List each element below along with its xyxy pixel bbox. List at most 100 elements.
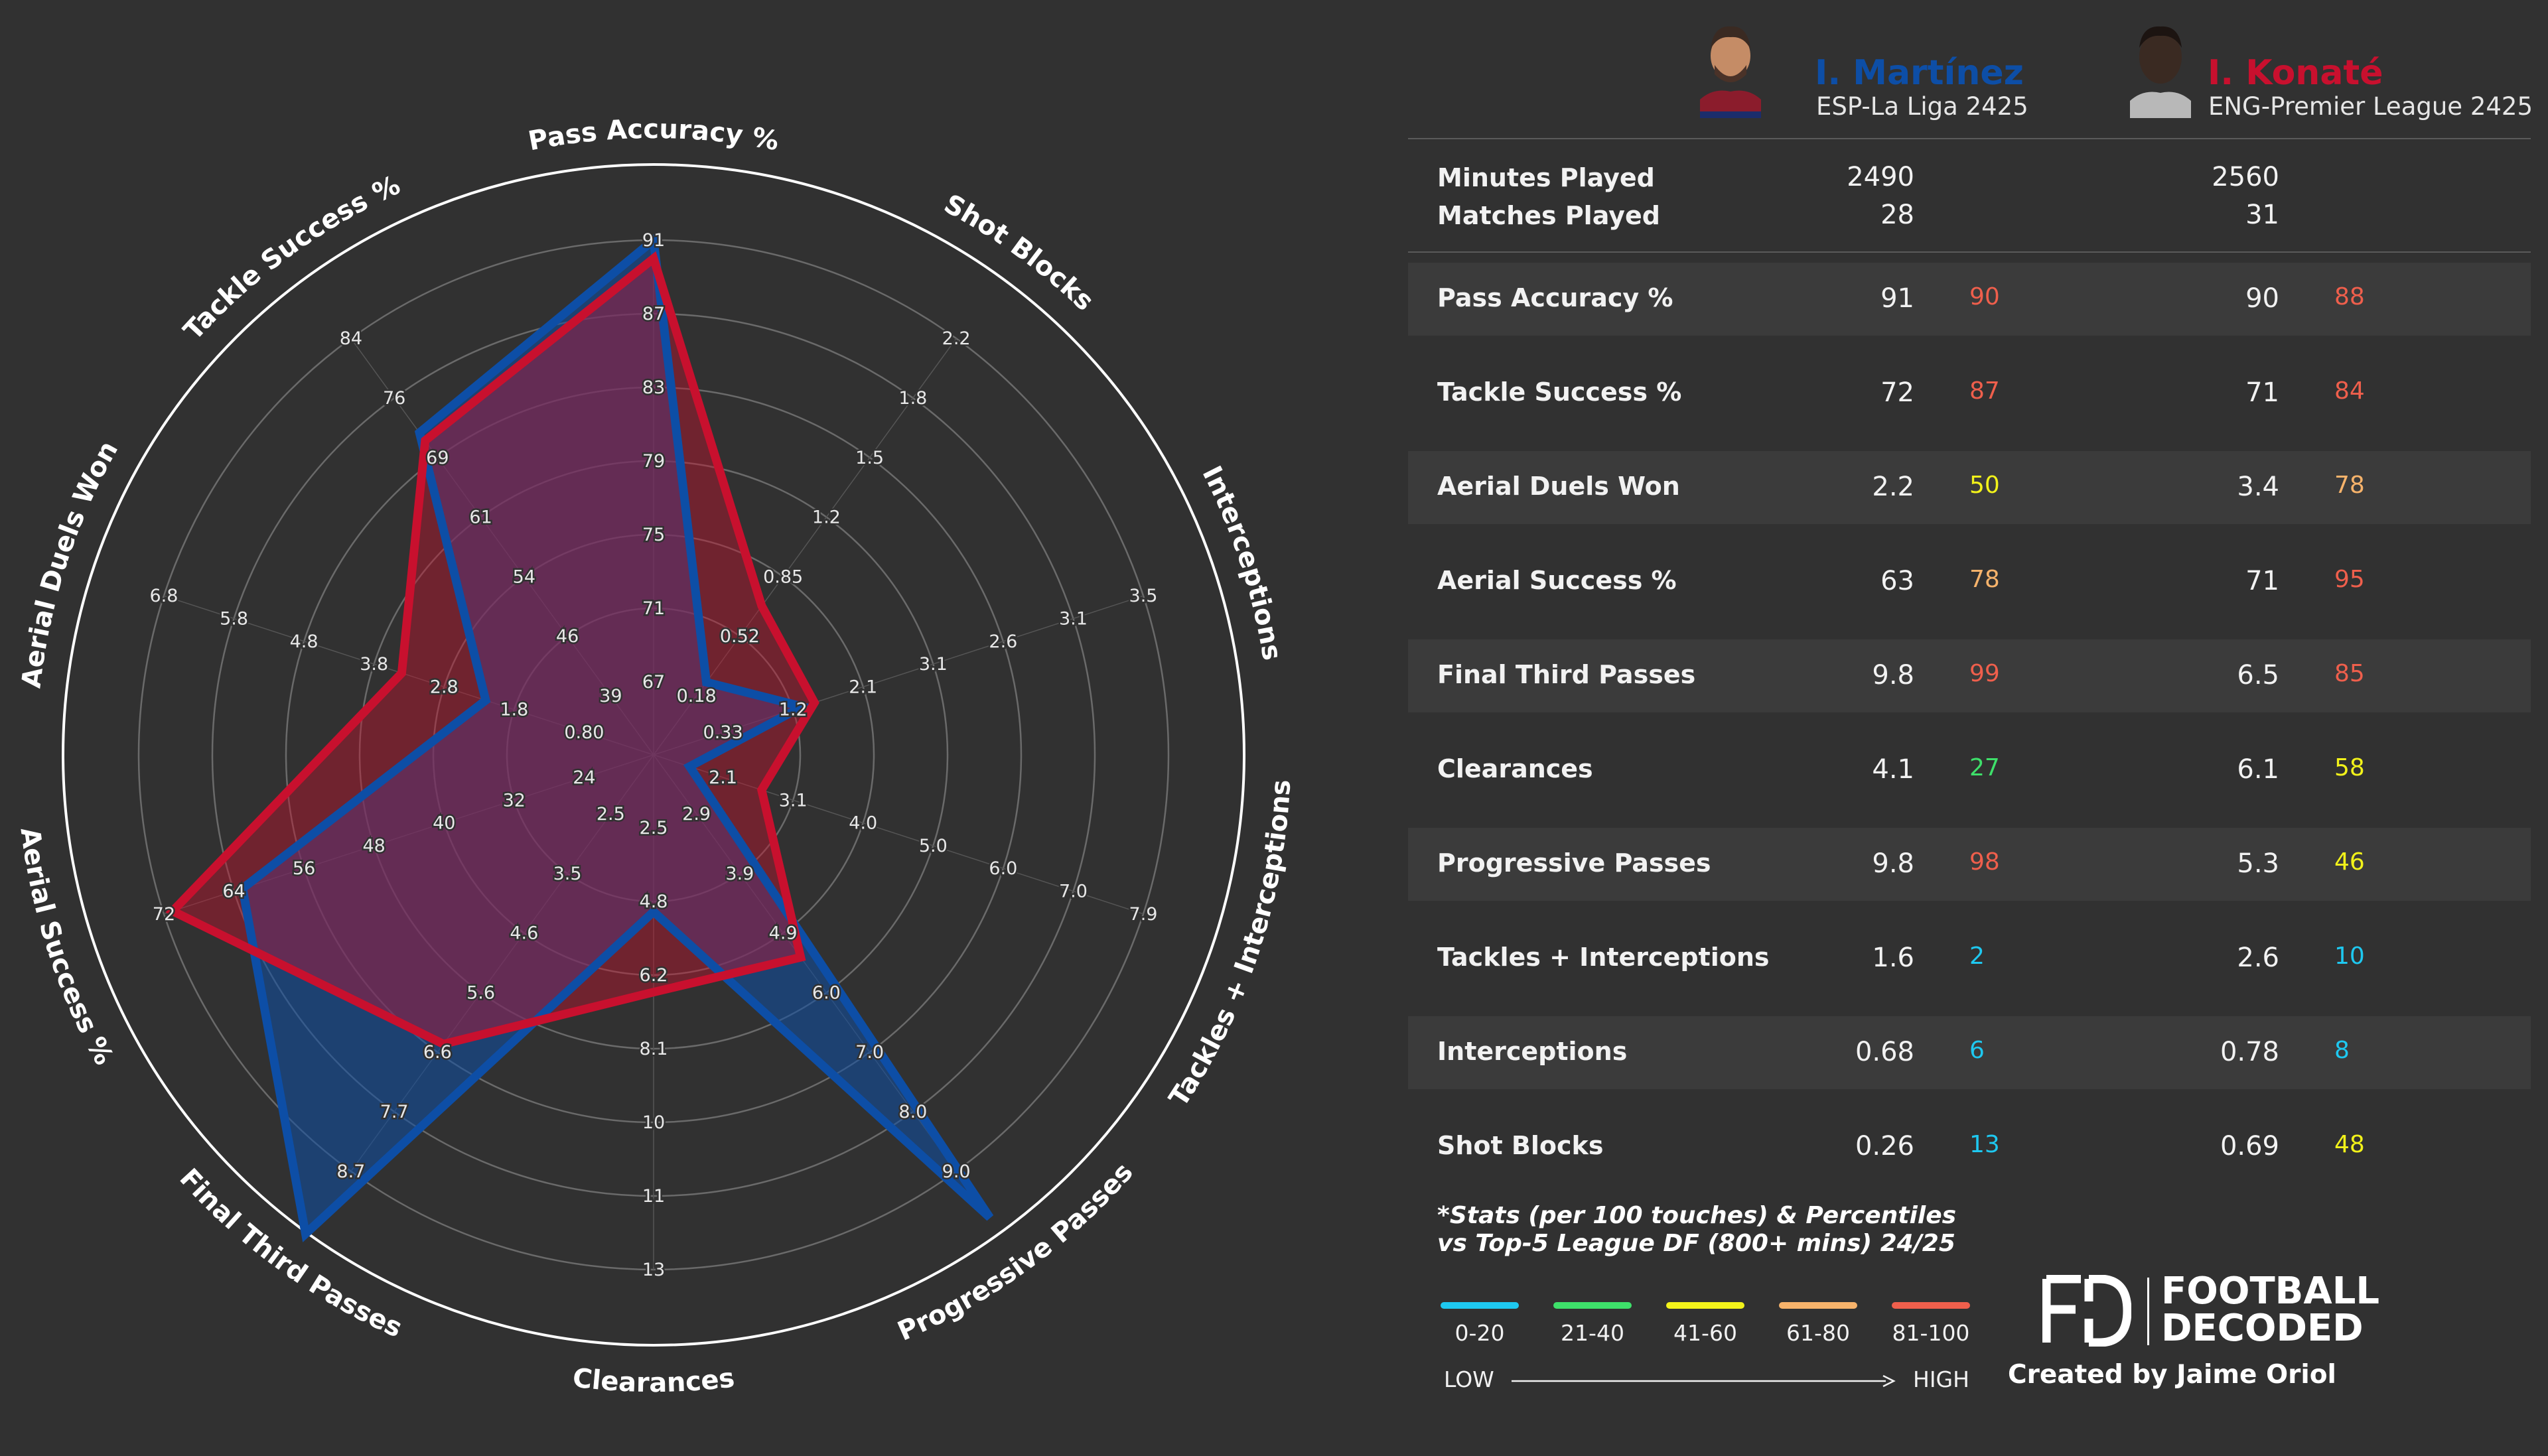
player2-stat-percentile: 84 [2334,377,2365,405]
radar-tick-label: 1.2 [812,507,841,528]
legend-bar-41-60 [1666,1302,1744,1309]
radar-axis-label-text: Aerial Duels Won [16,436,124,689]
stat-label: Aerial Success % [1437,566,1677,595]
minutes-played-label: Minutes Played [1437,163,1655,192]
radar-tick-label: 8.0 [898,1102,927,1122]
radar-tick-label: 6.6 [423,1042,452,1063]
player1-avatar [1700,19,1761,118]
radar-tick-label: 6.2 [640,965,668,986]
radar-tick-label: 4.8 [640,892,668,912]
player1-stat-percentile: 98 [1969,848,2000,876]
stat-label: Progressive Passes [1437,848,1711,878]
player2-stat-value: 0.69 [2220,1131,2279,1161]
radar-tick-label: 3.5 [1129,586,1158,606]
radar-tick-label: 8.7 [336,1161,365,1182]
brand-line1: FOOTBALL [2161,1270,2380,1313]
radar-tick-label: 9.0 [942,1161,971,1182]
radar-axis-label-text: Clearances [571,1362,737,1398]
radar-tick-label: 6.8 [150,586,178,606]
radar-spoke [653,754,1144,915]
legend-bar-61-80 [1779,1302,1857,1309]
player2-stat-percentile: 46 [2334,848,2365,876]
radar-tick-label: 1.8 [898,388,927,409]
player1-stat-value: 9.8 [1872,660,1914,691]
footnote-line2: vs Top-5 League DF (800+ mins) 24/25 [1437,1230,1955,1257]
radar-tick-label: 91 [642,230,665,251]
stat-row-band [1408,639,2531,712]
radar-axis-label-text: Progressive Passes [893,1157,1139,1347]
player1-stat-percentile: 90 [1969,283,2000,310]
player1-stat-percentile: 78 [1969,566,2000,593]
radar-tick-label: 0.80 [564,722,604,743]
legend-arrow-icon [1512,1374,1896,1388]
radar-tick-label: 3.1 [1059,609,1088,629]
radar-tick-label: 69 [426,448,449,468]
radar-tick-label: 84 [340,328,362,349]
radar-tick-label: 71 [642,598,665,619]
radar-tick-label: 24 [573,767,595,788]
footnote: *Stats (per 100 touches) & Percentiles v… [1437,1202,1956,1258]
radar-tick-label: 7.0 [855,1042,884,1063]
brand-line2: DECODED [2161,1307,2364,1350]
legend-label-61-80: 61-80 [1786,1320,1850,1346]
radar-tick-label: 46 [556,626,579,647]
player2-stat-value: 5.3 [2237,848,2279,879]
radar-tick-label: 3.8 [360,654,388,675]
radar-tick-label: 10 [642,1112,665,1133]
radar-axis-label: Aerial Duels Won [16,436,124,689]
radar-tick-label: 1.5 [855,448,884,468]
stat-label: Shot Blocks [1437,1131,1604,1160]
radar-outer-ring [62,163,1245,1347]
footnote-line1: *Stats (per 100 touches) & Percentiles [1437,1202,1957,1229]
radar-tick-label: 2.8 [430,677,459,697]
radar-axis-label: Interceptions [1196,461,1287,662]
radar-tick-label: 87 [642,304,665,324]
player1-stat-value: 72 [1880,377,1914,408]
stat-label: Tackle Success % [1437,377,1682,407]
radar-tick-label: 6.0 [989,858,1017,879]
player2-avatar [2130,19,2191,118]
radar-axis-label-text: Tackles + Interceptions [1163,779,1297,1112]
radar-tick-label: 3.1 [779,790,808,811]
stat-label: Final Third Passes [1437,660,1696,689]
player1-stat-percentile: 87 [1969,377,2000,405]
player1-stat-value: 0.26 [1855,1131,1914,1161]
radar-tick-label: 4.0 [849,813,877,834]
player1-stat-value: 4.1 [1872,754,1914,785]
player2-minutes: 2560 [2212,162,2279,192]
legend-label-0-20: 0-20 [1454,1320,1505,1346]
player1-stat-percentile: 6 [1969,1037,1985,1064]
player1-matches: 28 [1880,200,1914,230]
player1-name: I. Martínez [1815,53,2024,93]
player2-stat-percentile: 78 [2334,472,2365,499]
radar-tick-label: 0.85 [763,566,803,587]
radar-tick-label: 64 [222,881,245,901]
radar-axis-label: Tackles + Interceptions [1163,779,1297,1112]
radar-tick-label: 7.9 [1129,904,1158,925]
stat-label: Tackles + Interceptions [1437,943,1770,972]
radar-tick-label: 48 [363,836,386,856]
player2-stat-value: 3.4 [2237,472,2279,502]
player2-stat-percentile: 88 [2334,283,2365,310]
radar-tick-label: 3.5 [553,864,582,884]
player2-competition: ENG-Premier League 2425 [2208,92,2533,121]
radar-tick-label: 3.1 [919,654,948,675]
radar-tick-label: 72 [153,904,175,925]
stat-label: Interceptions [1437,1037,1628,1066]
legend-label-41-60: 41-60 [1673,1320,1737,1346]
legend-bar-81-100 [1892,1302,1970,1309]
player1-stat-percentile: 13 [1969,1131,2000,1158]
player1-stat-value: 0.68 [1855,1037,1914,1067]
radar-tick-label: 61 [469,507,492,528]
player2-stat-value: 71 [2245,566,2279,596]
player1-radar-fill [242,240,990,1234]
legend-label-21-40: 21-40 [1561,1320,1624,1346]
radar-chart: 67 71 75 79 83 87 91 0.18 0.52 0.85 1.2 1.5 1.8 2.2 0.… [14,114,1297,1398]
stat-label: Aerial Duels Won [1437,472,1680,501]
radar-axis-label: Clearances [571,1362,737,1398]
radar-axis-label: Final Third Passes [174,1163,407,1344]
radar-tick-label: 6.0 [812,982,841,1003]
player1-stat-value: 1.6 [1872,943,1914,973]
player2-stat-value: 2.6 [2237,943,2279,973]
player1-stat-value: 9.8 [1872,848,1914,879]
